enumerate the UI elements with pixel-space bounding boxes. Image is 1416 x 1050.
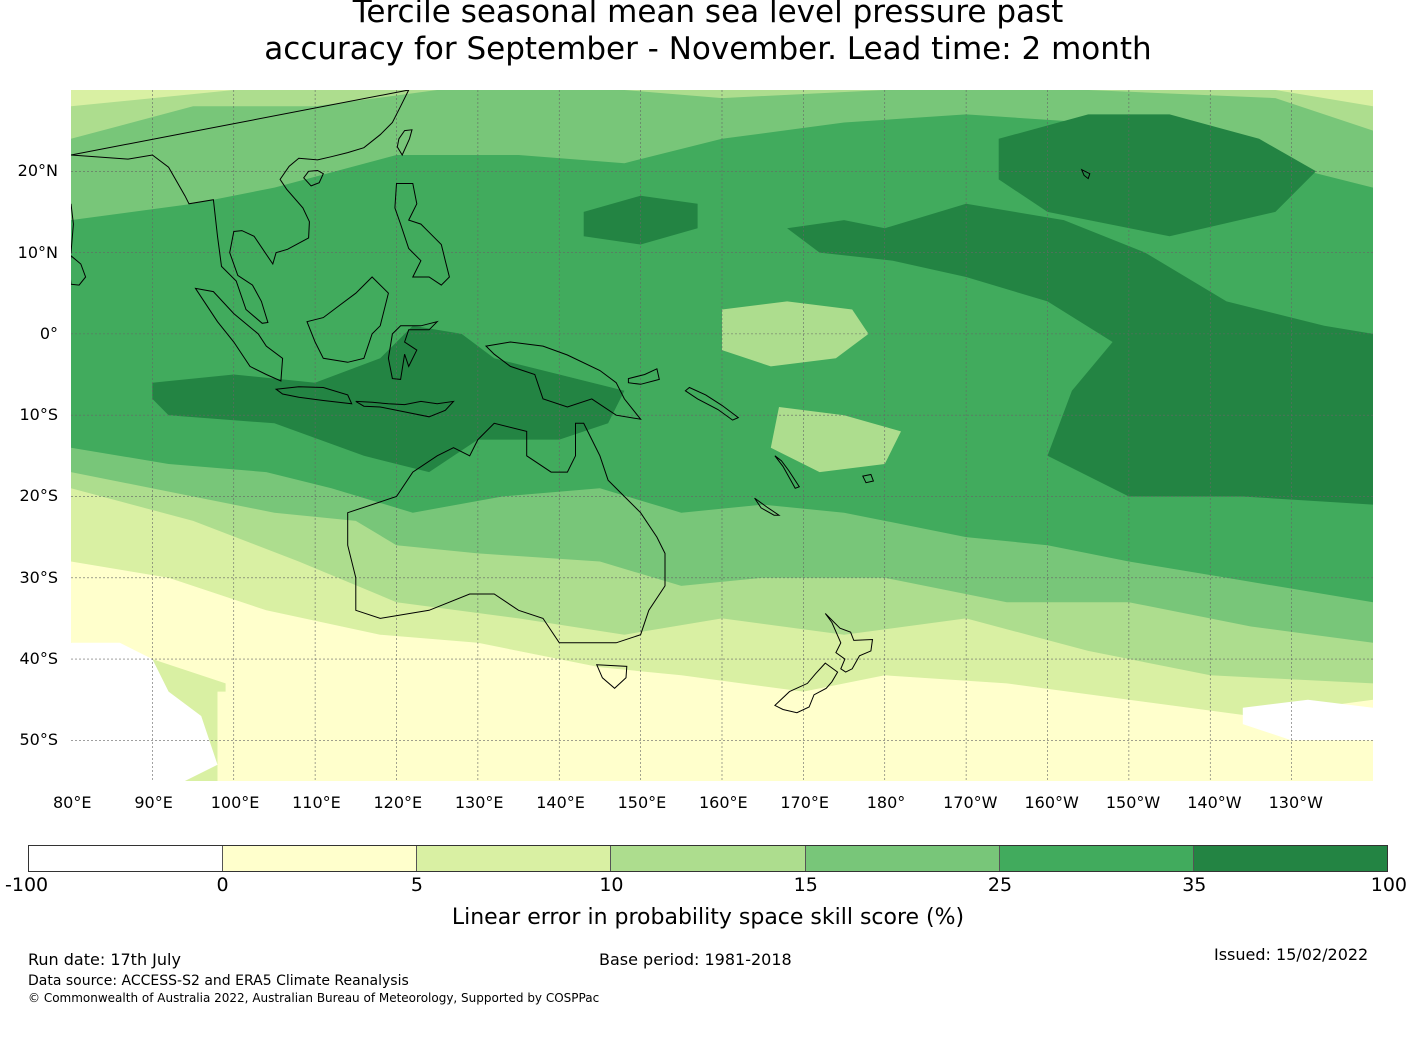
coast-new-zealand-north — [824, 613, 874, 673]
map-title-line-1: Tercile seasonal mean sea level pressure… — [352, 0, 1064, 30]
colorbar-tick-label: 100 — [1370, 874, 1408, 896]
colorbar-tick-label: 10 — [599, 874, 624, 896]
lon-label: 90°E — [134, 793, 173, 812]
colorbar-tick-label: 25 — [987, 874, 1013, 896]
colorbar-segment — [999, 846, 1194, 871]
base-period: Base period: 1981-2018 — [599, 950, 792, 969]
coast-hainan — [303, 169, 324, 187]
coast-australia — [347, 422, 666, 644]
coast-fiji — [862, 473, 875, 484]
coast-java — [274, 386, 353, 405]
colorbar-tick-label: 15 — [793, 874, 818, 896]
coast-new-britain — [627, 368, 660, 385]
coast-sulawesi — [387, 320, 439, 380]
colorbar-segment — [417, 846, 612, 871]
lat-label: 20°N — [17, 161, 58, 181]
lon-label: 130°W — [1268, 793, 1323, 812]
colorbar-tick-label: -100 — [5, 874, 49, 896]
coast-hawaii — [1080, 168, 1091, 180]
coast-taiwan — [396, 129, 413, 157]
coast-sumatra — [194, 287, 284, 382]
lon-label: 100°E — [210, 793, 260, 812]
copyright: © Commonwealth of Australia 2022, Austra… — [28, 991, 600, 1005]
colorbar — [28, 845, 1388, 872]
lon-label: 80°E — [53, 793, 92, 812]
zone-north-pacific-top — [998, 114, 1316, 237]
run-date: Run date: 17th July — [28, 950, 181, 969]
lon-label: 170°E — [780, 793, 830, 812]
colorbar-segment — [29, 846, 224, 871]
lon-label: 160°E — [699, 793, 748, 812]
colorbar-tick-label: 35 — [1182, 874, 1207, 896]
coast-borneo — [306, 276, 389, 363]
skill-score-map[interactable] — [71, 90, 1373, 781]
lat-label: 40°S — [19, 649, 58, 669]
lon-label: 120°E — [373, 793, 423, 812]
lon-label: 180° — [866, 793, 906, 812]
lat-label: 10°N — [17, 242, 58, 262]
lat-label: 50°S — [19, 730, 58, 750]
coast-philippines — [394, 183, 450, 286]
coast-lesser-sunda — [355, 400, 455, 418]
zone-west-pacific-top — [787, 203, 1373, 505]
lon-label: 140°W — [1187, 793, 1242, 812]
lon-label: 170°W — [943, 793, 998, 812]
colorbar-label: Linear error in probability space skill … — [451, 905, 965, 930]
coast-sri-lanka — [71, 255, 87, 286]
colorbar-segment — [611, 846, 806, 871]
map-canvas — [71, 90, 1373, 781]
coast-india — [71, 203, 74, 255]
coast-new-guinea — [484, 341, 642, 420]
map-title-line-2: accuracy for September - November. Lead … — [264, 31, 1152, 67]
coastlines — [71, 90, 1091, 714]
colorbar-segment — [1193, 846, 1387, 871]
lon-label: 160°W — [1024, 793, 1079, 812]
coast-new-caledonia — [754, 497, 781, 516]
data-source: Data source: ACCESS-S2 and ERA5 Climate … — [28, 973, 409, 989]
coast-mainland-asia — [71, 90, 410, 324]
coast-tasmania — [595, 664, 628, 689]
lat-label: 20°S — [19, 486, 58, 506]
coast-solomon-islands — [684, 386, 740, 421]
lon-label: 150°E — [617, 793, 667, 812]
colorbar-segment — [805, 846, 1000, 871]
map-title: Tercile seasonal mean sea level pressure… — [0, 0, 1416, 68]
zone-philippine-sea-top — [583, 195, 698, 245]
zone-negative-southeast — [1242, 699, 1373, 741]
lat-label: 30°S — [19, 567, 58, 587]
zone-maritime-top — [152, 325, 625, 473]
lon-label: 130°E — [454, 793, 504, 812]
lat-label: 10°S — [19, 405, 58, 425]
colorbar-segment — [223, 846, 418, 871]
colorbar-tick-label: 5 — [410, 874, 423, 896]
issued-date: Issued: 15/02/2022 — [1214, 945, 1369, 964]
coast-vanuatu — [774, 455, 801, 489]
zone-negative-southwest — [71, 642, 218, 781]
graticule — [71, 90, 1373, 781]
colorbar-tick-label: 0 — [216, 874, 229, 896]
lon-label: 150°W — [1105, 793, 1161, 812]
lon-label: 140°E — [536, 793, 585, 812]
lon-label: 110°E — [292, 793, 341, 812]
zone-southern-low — [217, 683, 1373, 781]
coast-new-zealand-south — [774, 662, 839, 714]
lat-label: 0° — [39, 323, 58, 343]
